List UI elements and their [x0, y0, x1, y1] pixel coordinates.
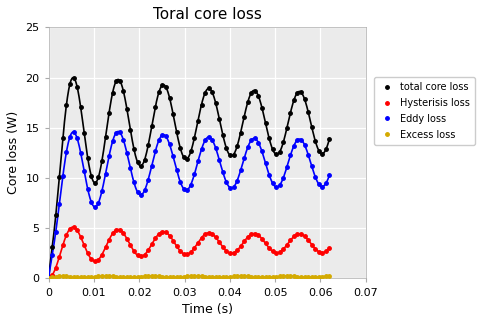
- total core loss: [220, 133, 226, 137]
- Hysterisis loss: [174, 244, 180, 248]
- Title: Toral core loss: Toral core loss: [153, 7, 262, 22]
- Y-axis label: Core loss (W): Core loss (W): [7, 111, 20, 194]
- Eddy loss: [174, 168, 180, 172]
- Hysterisis loss: [298, 232, 304, 236]
- total core loss: [216, 117, 222, 120]
- Eddy loss: [298, 138, 304, 141]
- Excess loss: [327, 274, 333, 278]
- Excess loss: [241, 274, 247, 278]
- Eddy loss: [241, 156, 247, 160]
- Hysterisis loss: [216, 240, 222, 244]
- Excess loss: [103, 274, 109, 278]
- Eddy loss: [216, 158, 222, 162]
- Excess loss: [174, 275, 180, 279]
- Excess loss: [216, 275, 222, 279]
- Eddy loss: [71, 130, 77, 134]
- Hysterisis loss: [220, 245, 226, 249]
- Hysterisis loss: [230, 251, 236, 255]
- Line: Eddy loss: Eddy loss: [47, 130, 331, 280]
- Eddy loss: [230, 185, 236, 189]
- Legend: total core loss, Hysterisis loss, Eddy loss, Excess loss: total core loss, Hysterisis loss, Eddy l…: [374, 77, 475, 145]
- Hysterisis loss: [241, 240, 247, 244]
- Excess loss: [298, 275, 304, 279]
- Eddy loss: [220, 170, 226, 174]
- Hysterisis loss: [71, 225, 77, 229]
- total core loss: [71, 76, 77, 80]
- total core loss: [230, 153, 236, 157]
- Line: total core loss: total core loss: [47, 76, 331, 280]
- Hysterisis loss: [46, 276, 52, 280]
- Eddy loss: [327, 173, 333, 177]
- total core loss: [298, 90, 304, 94]
- Excess loss: [220, 275, 226, 279]
- Hysterisis loss: [327, 246, 333, 250]
- total core loss: [241, 115, 247, 119]
- Line: Hysterisis loss: Hysterisis loss: [47, 225, 331, 280]
- total core loss: [327, 137, 333, 141]
- X-axis label: Time (s): Time (s): [182, 303, 232, 316]
- total core loss: [174, 130, 180, 134]
- total core loss: [46, 276, 52, 280]
- Excess loss: [46, 276, 52, 280]
- Line: Excess loss: Excess loss: [47, 274, 331, 280]
- Eddy loss: [46, 276, 52, 280]
- Excess loss: [230, 275, 236, 278]
